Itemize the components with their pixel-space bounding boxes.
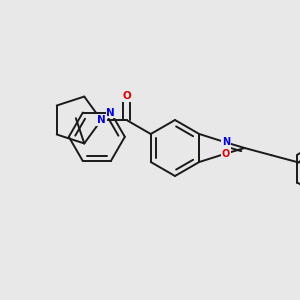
Text: N: N: [97, 115, 106, 125]
Text: N: N: [106, 108, 115, 118]
Text: N: N: [222, 137, 230, 147]
Text: O: O: [122, 91, 131, 101]
Text: O: O: [222, 148, 230, 159]
